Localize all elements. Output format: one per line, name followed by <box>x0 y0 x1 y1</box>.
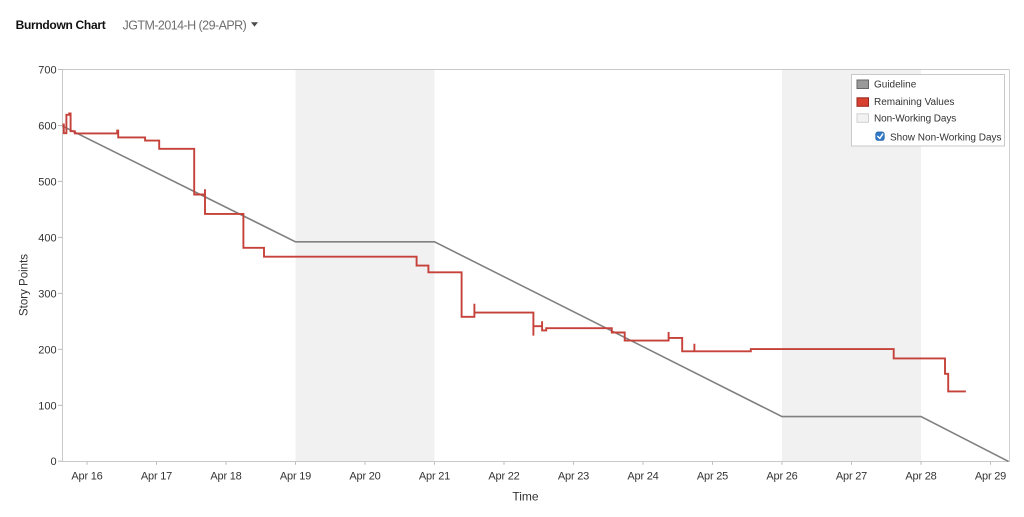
svg-text:Apr 19: Apr 19 <box>280 471 311 483</box>
svg-text:100: 100 <box>38 400 56 412</box>
svg-text:JGTM-2014-H (29-APR): JGTM-2014-H (29-APR) <box>123 18 247 32</box>
svg-text:300: 300 <box>38 288 56 300</box>
svg-text:Guideline: Guideline <box>874 80 917 91</box>
svg-text:Apr 21: Apr 21 <box>419 471 450 483</box>
svg-text:400: 400 <box>38 232 56 244</box>
svg-text:0: 0 <box>50 456 56 468</box>
svg-text:Apr 26: Apr 26 <box>766 471 797 483</box>
svg-text:Apr 22: Apr 22 <box>488 471 519 483</box>
svg-text:Apr 28: Apr 28 <box>905 471 936 483</box>
svg-text:500: 500 <box>38 176 56 188</box>
svg-text:200: 200 <box>38 344 56 356</box>
svg-text:Apr 29: Apr 29 <box>975 471 1006 483</box>
svg-text:600: 600 <box>38 121 56 133</box>
svg-text:Non-Working Days: Non-Working Days <box>874 113 956 124</box>
svg-text:Story Points: Story Points <box>18 254 30 316</box>
svg-text:Apr 16: Apr 16 <box>71 471 102 483</box>
svg-text:Burndown Chart: Burndown Chart <box>16 18 106 32</box>
svg-text:Apr 23: Apr 23 <box>558 471 589 483</box>
svg-text:Apr 24: Apr 24 <box>627 471 658 483</box>
svg-text:700: 700 <box>38 65 56 77</box>
svg-text:Apr 17: Apr 17 <box>141 471 172 483</box>
svg-text:Show Non-Working Days: Show Non-Working Days <box>890 132 1002 143</box>
svg-text:Apr 27: Apr 27 <box>836 471 867 483</box>
svg-text:Remaining Values: Remaining Values <box>874 97 954 108</box>
svg-text:Apr 18: Apr 18 <box>210 471 241 483</box>
svg-text:Apr 25: Apr 25 <box>697 471 728 483</box>
svg-text:Time: Time <box>512 490 539 504</box>
svg-text:Apr 20: Apr 20 <box>349 471 380 483</box>
